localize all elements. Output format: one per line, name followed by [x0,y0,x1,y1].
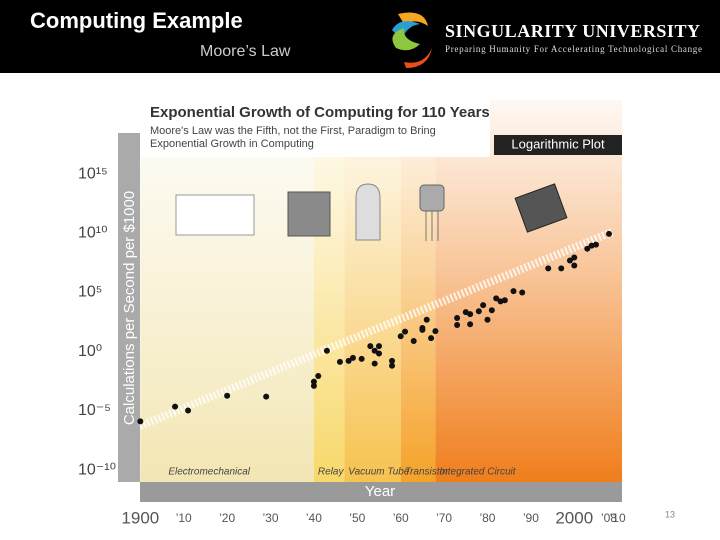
data-point [592,241,599,248]
data-point [310,382,317,389]
data-point [389,357,396,364]
y-label-strip [118,133,140,482]
data-point [493,295,500,302]
data-point [371,347,378,354]
data-point [488,307,495,314]
logo-tagline: Preparing Humanity For Accelerating Tech… [445,44,702,54]
y-axis-label: Calculations per Second per $1000 [121,191,138,425]
era-label: Integrated Circuit [439,467,516,478]
x-label-strip [140,482,622,502]
data-point [605,230,612,237]
x-tick-label: ’80 [479,511,495,525]
data-point [263,393,270,400]
era-label: Electromechanical [168,467,250,478]
hardware-images [175,183,568,241]
trend-band [138,228,614,430]
plot-label-box [494,135,622,155]
slide-title: Computing Example [30,8,243,33]
data-point [467,311,474,318]
data-point [389,362,396,369]
y-tick-label: 10¹⁵ [78,165,108,182]
era-label: Transistor [405,467,449,478]
logo-name: SINGULARITY UNIVERSITY [445,21,700,41]
x-tick-label: 2000 [555,508,593,527]
data-point [367,343,374,350]
plot-background: Electromechanical Relay Vacuum TubeTransis… [140,100,622,482]
data-point [371,360,378,367]
data-point [172,403,179,410]
data-point [571,254,578,261]
x-tick-label: ’70 [436,511,452,525]
data-point [454,322,461,329]
data-point [419,325,426,332]
data-point [501,297,508,304]
data-point [467,321,474,328]
chart-title: Exponential Growth of Computing for 110 … [150,104,490,121]
data-point [224,392,231,399]
data-point [584,245,591,252]
era-label: Vacuum Tube [348,467,410,478]
title-box [140,95,490,157]
data-point [484,316,491,323]
chart-subtitle: Exponential Growth in Computing [150,138,314,150]
data-point [571,262,578,269]
data-point [545,265,552,272]
data-point [480,302,487,309]
era-label: Relay [318,467,345,478]
logo-icon [392,12,432,68]
data-point [432,328,439,335]
data-point [345,357,352,364]
data-point [397,333,404,340]
x-tick-label: ’10 [610,511,626,525]
data-point [185,407,192,414]
data-point [336,358,343,365]
header-bar [0,0,720,73]
data-point [519,289,526,296]
x-axis-label: Year [365,483,395,500]
x-tick-label: ’90 [523,511,539,525]
data-point [358,355,365,362]
era-fade [140,100,622,482]
x-tick-label: ’08 [601,511,617,525]
data-point [475,308,482,315]
y-tick-label: 10⁵ [78,284,102,301]
slide-subtitle: Moore’s Law [200,43,291,60]
data-point [315,372,322,379]
y-tick-label: 10⁻⁵ [78,402,111,419]
x-tick-label: ’30 [263,511,279,525]
data-point [558,265,565,272]
x-tick-label: ’40 [306,511,322,525]
y-tick-label: 10⁻¹⁰ [78,461,116,478]
data-point [402,328,409,335]
y-tick-label: 10¹⁰ [78,225,108,242]
x-tick-label: ’10 [176,511,192,525]
x-tick-label: ’20 [219,511,235,525]
data-point [566,257,573,264]
data-point [376,343,382,350]
data-point [376,350,382,357]
x-tick-label: 1900 [121,508,159,527]
data-point [323,347,330,354]
y-tick-label: 10⁰ [78,343,102,360]
data-point [454,315,461,322]
chart-subtitle: Moore's Law was the Fifth, not the First… [150,125,436,137]
data-point [423,316,430,323]
data-point [428,335,435,342]
page-number: 13 [665,509,675,519]
data-point [349,354,356,361]
x-tick-label: ’50 [349,511,365,525]
data-point [510,288,517,295]
plot-label: Logarithmic Plot [511,136,605,151]
x-tick-label: ’60 [393,511,409,525]
data-point [137,418,144,425]
data-point [310,378,317,385]
data-point [410,338,417,345]
